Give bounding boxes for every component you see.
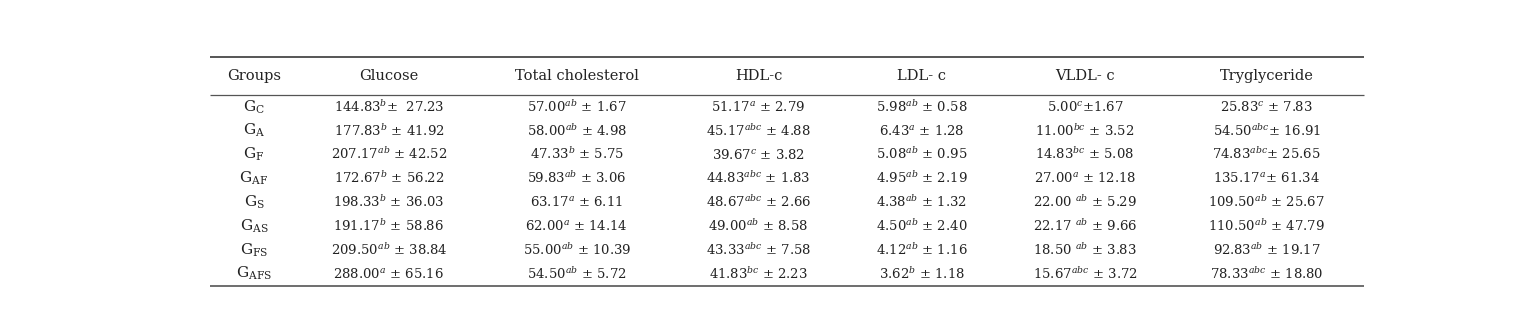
Text: 14.83$^{bc}$ ± 5.08: 14.83$^{bc}$ ± 5.08 <box>1036 147 1134 162</box>
Text: 198.33$^{b}$ ± 36.03: 198.33$^{b}$ ± 36.03 <box>333 194 445 210</box>
Text: 74.83$^{abc}$± 25.65: 74.83$^{abc}$± 25.65 <box>1213 147 1322 162</box>
Text: 49.00$^{ab}$ ± 8.58: 49.00$^{ab}$ ± 8.58 <box>709 218 809 234</box>
Text: $\mathregular{G_{F}}$: $\mathregular{G_{F}}$ <box>243 146 264 163</box>
Text: 54.50$^{abc}$± 16.91: 54.50$^{abc}$± 16.91 <box>1213 123 1320 139</box>
Text: 4.12$^{ab}$ ± 1.16: 4.12$^{ab}$ ± 1.16 <box>876 242 967 258</box>
Text: 4.50$^{ab}$ ± 2.40: 4.50$^{ab}$ ± 2.40 <box>876 218 967 234</box>
Text: 54.50$^{ab}$ ± 5.72: 54.50$^{ab}$ ± 5.72 <box>527 266 626 282</box>
Text: 209.50$^{ab}$ ± 38.84: 209.50$^{ab}$ ± 38.84 <box>332 242 447 258</box>
Text: 191.17$^{b}$ ± 58.86: 191.17$^{b}$ ± 58.86 <box>333 218 445 234</box>
Text: 3.62$^{b}$ ± 1.18: 3.62$^{b}$ ± 1.18 <box>878 266 964 282</box>
Text: 5.08$^{ab}$ ± 0.95: 5.08$^{ab}$ ± 0.95 <box>876 147 967 162</box>
Text: 25.83$^{c}$ ± 7.83: 25.83$^{c}$ ± 7.83 <box>1220 100 1312 114</box>
Text: $\mathregular{G_{S}}$: $\mathregular{G_{S}}$ <box>244 194 264 211</box>
Text: 5.98$^{ab}$ ± 0.58: 5.98$^{ab}$ ± 0.58 <box>876 99 967 115</box>
Text: 4.38$^{ab}$ ± 1.32: 4.38$^{ab}$ ± 1.32 <box>876 194 967 210</box>
Text: 51.17$^{a}$ ± 2.79: 51.17$^{a}$ ± 2.79 <box>711 100 806 114</box>
Text: 288.00$^{a}$ ± 65.16: 288.00$^{a}$ ± 65.16 <box>333 267 445 281</box>
Text: 59.83$^{ab}$ ± 3.06: 59.83$^{ab}$ ± 3.06 <box>527 171 626 186</box>
Text: 5.00$^{c}$±1.67: 5.00$^{c}$±1.67 <box>1047 100 1124 114</box>
Text: 22.17 $^{ab}$ ± 9.66: 22.17 $^{ab}$ ± 9.66 <box>1033 218 1137 234</box>
Text: 109.50$^{ab}$ ± 25.67: 109.50$^{ab}$ ± 25.67 <box>1208 194 1325 210</box>
Text: 144.83$^{b}$±  27.23: 144.83$^{b}$± 27.23 <box>333 99 444 115</box>
Text: 45.17$^{abc}$ ± 4.88: 45.17$^{abc}$ ± 4.88 <box>706 123 810 139</box>
Text: LDL- c: LDL- c <box>898 69 946 83</box>
Text: $\mathregular{G_{FS}}$: $\mathregular{G_{FS}}$ <box>239 241 269 258</box>
Text: Groups: Groups <box>227 69 281 83</box>
Text: 207.17$^{ab}$ ± 42.52: 207.17$^{ab}$ ± 42.52 <box>330 147 447 162</box>
Text: 57.00$^{ab}$ ± 1.67: 57.00$^{ab}$ ± 1.67 <box>527 99 626 115</box>
Text: 6.43$^{a}$ ± 1.28: 6.43$^{a}$ ± 1.28 <box>880 124 964 138</box>
Text: 92.83$^{ab}$ ± 19.17: 92.83$^{ab}$ ± 19.17 <box>1213 242 1320 258</box>
Text: 63.17$^{a}$ ± 6.11: 63.17$^{a}$ ± 6.11 <box>530 195 623 209</box>
Text: $\mathregular{G_{AF}}$: $\mathregular{G_{AF}}$ <box>239 170 269 187</box>
Text: 135.17$^{a}$± 61.34: 135.17$^{a}$± 61.34 <box>1213 171 1320 185</box>
Text: 27.00$^{a}$ ± 12.18: 27.00$^{a}$ ± 12.18 <box>1033 171 1136 185</box>
Text: $\mathregular{G_{C}}$: $\mathregular{G_{C}}$ <box>243 98 266 115</box>
Text: 18.50 $^{ab}$ ± 3.83: 18.50 $^{ab}$ ± 3.83 <box>1033 242 1137 258</box>
Text: 15.67$^{abc}$ ± 3.72: 15.67$^{abc}$ ± 3.72 <box>1033 266 1137 282</box>
Text: 44.83$^{abc}$ ± 1.83: 44.83$^{abc}$ ± 1.83 <box>706 171 810 186</box>
Text: HDL-c: HDL-c <box>735 69 783 83</box>
Text: 11.00$^{bc}$ ± 3.52: 11.00$^{bc}$ ± 3.52 <box>1036 123 1134 139</box>
Text: Total cholesterol: Total cholesterol <box>514 69 639 83</box>
Text: 62.00$^{a}$ ± 14.14: 62.00$^{a}$ ± 14.14 <box>525 219 628 233</box>
Text: 41.83$^{bc}$ ± 2.23: 41.83$^{bc}$ ± 2.23 <box>709 266 807 282</box>
Text: 4.95$^{ab}$ ± 2.19: 4.95$^{ab}$ ± 2.19 <box>876 171 967 186</box>
Text: 177.83$^{b}$ ± 41.92: 177.83$^{b}$ ± 41.92 <box>333 123 444 139</box>
Text: 110.50$^{ab}$ ± 47.79: 110.50$^{ab}$ ± 47.79 <box>1208 218 1325 234</box>
Text: 48.67$^{abc}$ ± 2.66: 48.67$^{abc}$ ± 2.66 <box>706 194 810 210</box>
Text: $\mathregular{G_{AS}}$: $\mathregular{G_{AS}}$ <box>239 217 269 235</box>
Text: Glucose: Glucose <box>359 69 419 83</box>
Text: Tryglyceride: Tryglyceride <box>1220 69 1314 83</box>
Text: 47.33$^{b}$ ± 5.75: 47.33$^{b}$ ± 5.75 <box>530 147 623 162</box>
Text: 39.67$^{c}$ ± 3.82: 39.67$^{c}$ ± 3.82 <box>712 148 804 161</box>
Text: $\mathregular{G_{AFS}}$: $\mathregular{G_{AFS}}$ <box>236 265 272 282</box>
Text: 22.00 $^{ab}$ ± 5.29: 22.00 $^{ab}$ ± 5.29 <box>1033 194 1137 210</box>
Text: 55.00$^{ab}$ ± 10.39: 55.00$^{ab}$ ± 10.39 <box>522 242 631 258</box>
Text: VLDL- c: VLDL- c <box>1055 69 1114 83</box>
Text: 172.67$^{b}$ ± 56.22: 172.67$^{b}$ ± 56.22 <box>333 171 444 186</box>
Text: $\mathregular{G_{A}}$: $\mathregular{G_{A}}$ <box>243 122 266 139</box>
Text: 43.33$^{abc}$ ± 7.58: 43.33$^{abc}$ ± 7.58 <box>706 242 810 258</box>
Text: 58.00$^{ab}$ ± 4.98: 58.00$^{ab}$ ± 4.98 <box>527 123 626 139</box>
Text: 78.33$^{abc}$ ± 18.80: 78.33$^{abc}$ ± 18.80 <box>1210 266 1323 282</box>
